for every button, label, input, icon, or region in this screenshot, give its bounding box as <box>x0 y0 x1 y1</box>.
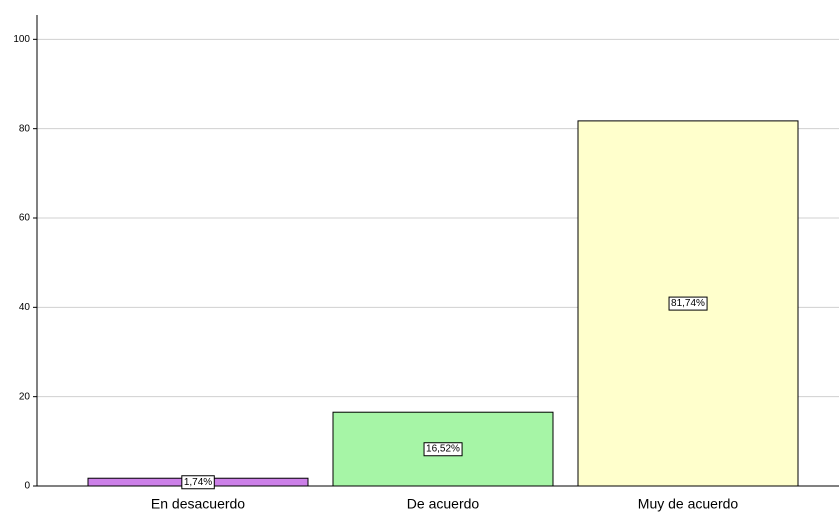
y-tick-label: 40 <box>19 302 31 313</box>
x-tick-label: Muy de acuerdo <box>638 496 739 512</box>
value-label: 16,52% <box>426 444 460 455</box>
x-tick-label: De acuerdo <box>407 496 480 512</box>
y-tick-label: 60 <box>19 213 31 224</box>
y-tick-label: 100 <box>13 34 30 45</box>
value-label-box <box>423 442 463 457</box>
value-label: 1,74% <box>184 477 212 488</box>
value-label-box <box>181 475 215 490</box>
value-label-box <box>668 296 708 311</box>
y-tick-label: 0 <box>24 481 30 492</box>
value-label: 81,74% <box>671 298 705 309</box>
y-tick-label: 80 <box>19 123 31 134</box>
y-tick-label: 20 <box>19 391 31 402</box>
x-tick-label: En desacuerdo <box>151 496 245 512</box>
